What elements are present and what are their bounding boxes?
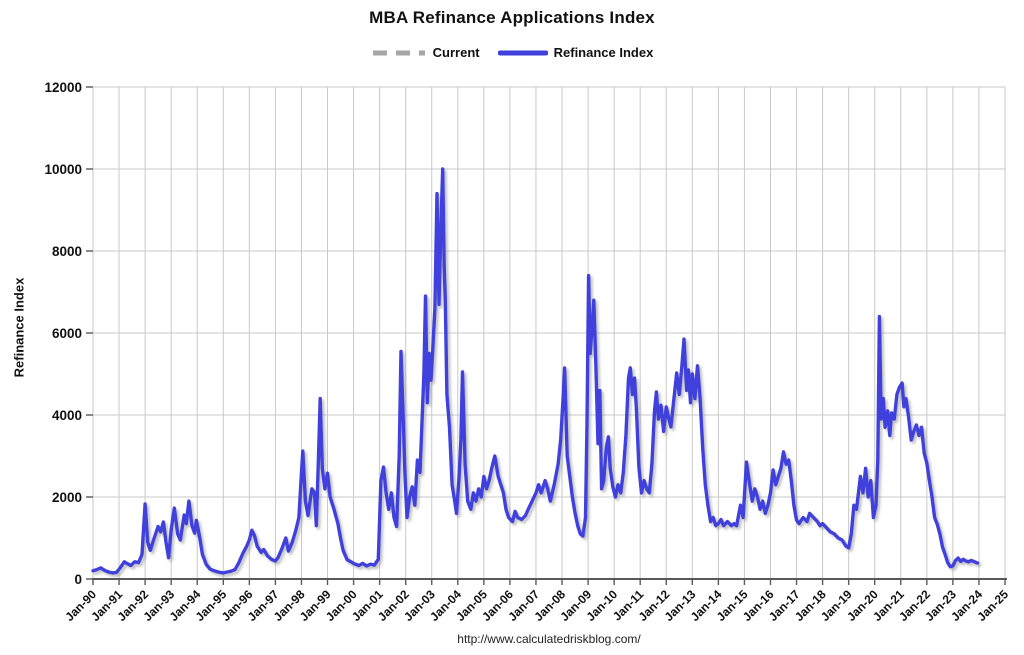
svg-text:4000: 4000 xyxy=(52,408,82,423)
chart-legend: Current Refinance Index xyxy=(0,45,1024,60)
refinance-line-swatch-icon xyxy=(497,50,548,55)
current-dash-swatch-icon xyxy=(372,50,425,55)
legend-label-current: Current xyxy=(432,45,480,60)
gridlines xyxy=(92,86,1006,579)
legend-item-refinance: Refinance Index xyxy=(497,45,654,60)
svg-text:10000: 10000 xyxy=(44,162,82,177)
refinance-index-line xyxy=(91,167,980,575)
legend-item-current: Current xyxy=(371,45,480,60)
legend-label-refinance: Refinance Index xyxy=(553,45,654,60)
axes xyxy=(86,86,1007,585)
svg-text:0: 0 xyxy=(74,572,82,587)
svg-text:8000: 8000 xyxy=(52,244,82,259)
svg-text:2000: 2000 xyxy=(52,490,82,505)
source-url: http://www.calculatedriskblog.com/ xyxy=(457,632,641,646)
chart-title: MBA Refinance Applications Index xyxy=(369,8,655,27)
axis-tick-labels: Jan-90Jan-91Jan-92Jan-93Jan-94Jan-95Jan-… xyxy=(44,80,1011,624)
svg-text:6000: 6000 xyxy=(52,326,82,341)
svg-text:12000: 12000 xyxy=(44,80,82,95)
